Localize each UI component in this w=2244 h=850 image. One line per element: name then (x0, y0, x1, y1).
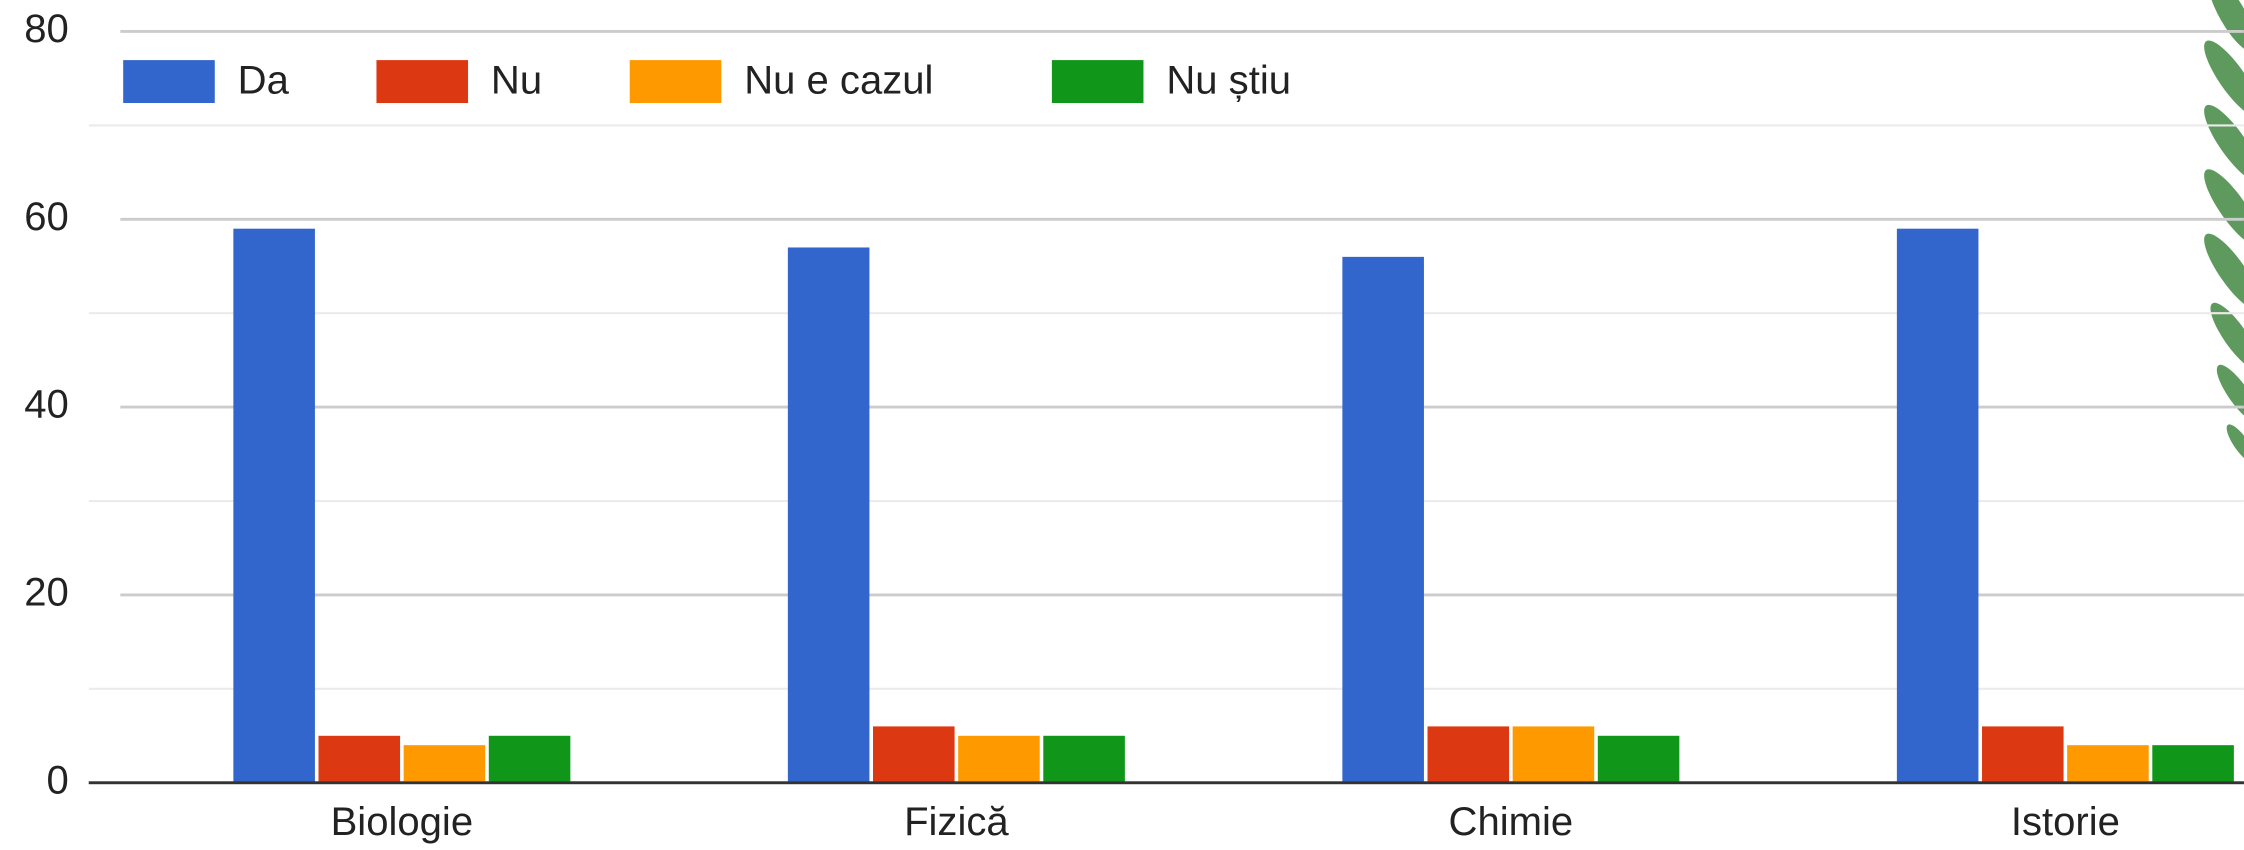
legend-label: Nu e cazul (744, 59, 933, 103)
x-tick-label: Fizică (904, 800, 1009, 844)
bar (1512, 726, 1595, 783)
legend-swatch (376, 60, 469, 104)
bar (1342, 256, 1424, 783)
leaf-decoration (2204, 0, 2244, 463)
legend-swatch (1051, 60, 1144, 104)
bar (233, 228, 315, 783)
y-tick-label: 0 (47, 758, 69, 802)
y-tick-label: 80 (24, 7, 69, 51)
legend-swatch (629, 60, 722, 104)
bar (318, 735, 401, 783)
bar (1597, 735, 1680, 783)
bar (488, 735, 571, 783)
legend-label: Nu știu (1166, 59, 1291, 103)
x-tick-label: Chimie (1449, 800, 1574, 844)
bar (1427, 726, 1510, 783)
legend-swatch (123, 60, 215, 104)
legend-label: Nu (491, 59, 542, 103)
bar (1982, 726, 2064, 783)
bar (2067, 745, 2149, 783)
bar (2152, 745, 2234, 783)
bar (958, 735, 1040, 783)
legend-label: Da (238, 59, 290, 103)
y-tick-label: 60 (24, 195, 69, 239)
bar (787, 247, 870, 783)
y-tick-label: 40 (24, 383, 69, 427)
x-tick-label: Biologie (331, 800, 474, 844)
bar (403, 745, 486, 783)
y-tick-label: 20 (24, 571, 69, 615)
bar (873, 726, 955, 783)
x-tick-label: Istorie (2011, 800, 2120, 844)
bar (1043, 735, 1125, 783)
bar (1896, 228, 1979, 783)
